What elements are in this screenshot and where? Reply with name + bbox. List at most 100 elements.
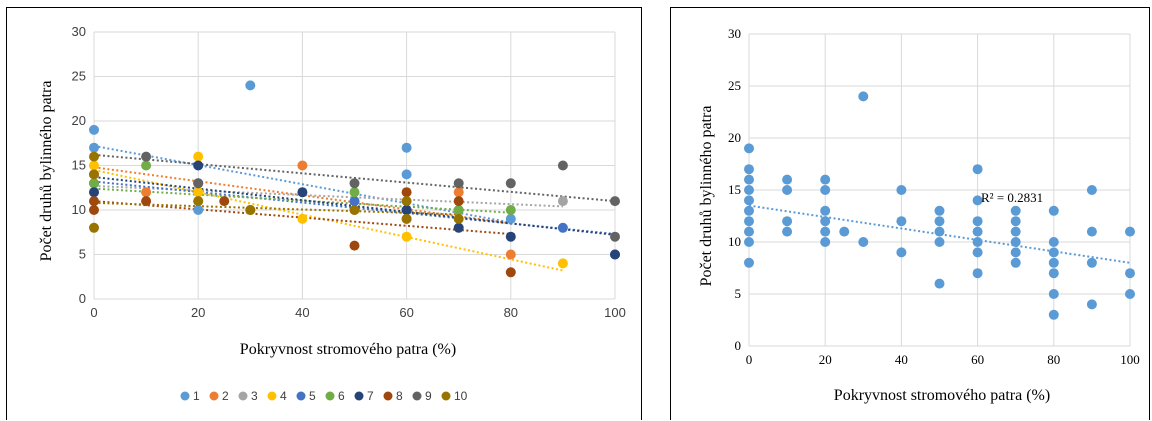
legend-label-1: 1: [193, 389, 200, 403]
data-point-series-4: [297, 213, 308, 224]
data-point-series-6: [349, 187, 360, 198]
data-point-series-10: [349, 205, 360, 215]
data-point-series-all: [972, 247, 983, 258]
data-point-series-2: [505, 249, 516, 260]
data-point-series-10: [89, 151, 99, 162]
y-tick-label: 20: [728, 130, 741, 145]
data-point-series-all: [744, 205, 754, 216]
legend-label-10: 10: [454, 389, 468, 403]
trendline-series-9: [93, 153, 616, 203]
data-point-series-all: [934, 216, 945, 227]
legend-marker-4: [267, 391, 277, 401]
data-point-series-all: [744, 237, 754, 247]
right-x-ticks: 0 20 40 60 80 100: [746, 352, 1140, 367]
data-point-series-all: [782, 216, 793, 227]
data-point-series-9: [610, 196, 620, 207]
data-point-series-2: [297, 160, 308, 171]
data-point-series-all: [934, 278, 945, 289]
legend-marker-3: [238, 391, 248, 401]
data-point-series-10: [193, 196, 204, 207]
right-trendline: [748, 204, 1131, 264]
data-point-series-8: [219, 196, 230, 207]
x-tick-label: 0: [90, 305, 97, 320]
legend-label-3: 3: [251, 389, 258, 403]
data-point-series-all: [744, 216, 754, 227]
data-point-series-6: [505, 205, 516, 215]
x-tick-label: 60: [399, 305, 413, 320]
right-scatter-chart: 0 5 10 15 20 25 30 0 20 40 60 80 100 R² = 0.2831 Po…: [698, 26, 1140, 404]
data-point-series-5: [557, 222, 568, 233]
data-point-series-4: [557, 258, 568, 269]
data-point-series-all: [1086, 226, 1097, 237]
y-tick-label: 20: [72, 113, 86, 128]
data-point-series-7: [610, 249, 620, 260]
legend-marker-2: [209, 391, 219, 401]
data-point-series-4: [193, 151, 204, 162]
data-point-series-4: [401, 231, 412, 242]
data-point-series-7: [505, 231, 516, 242]
trendline-series-3: [93, 184, 563, 208]
data-point-series-all: [896, 247, 907, 258]
legend-label-8: 8: [396, 389, 403, 403]
y-tick-label: 10: [728, 234, 741, 249]
data-point-series-1: [89, 124, 99, 135]
data-point-series-all: [820, 216, 831, 227]
data-point-series-6: [141, 160, 152, 171]
legend-label-7: 7: [367, 389, 374, 403]
data-point-series-all: [1048, 247, 1059, 258]
data-point-series-7: [401, 205, 412, 215]
x-tick-label: 40: [295, 305, 309, 320]
data-point-series-all: [1010, 237, 1021, 247]
right-chart-panel: 0 5 10 15 20 25 30 0 20 40 60 80 100 R² = 0.2831 Po…: [670, 7, 1150, 420]
trendline-series-8: [93, 200, 511, 236]
data-point-series-9: [557, 160, 568, 171]
data-point-series-all: [782, 174, 793, 185]
y-tick-label: 15: [72, 158, 86, 173]
data-point-series-all: [744, 195, 754, 206]
data-point-series-1: [89, 142, 99, 153]
data-point-series-all: [820, 205, 831, 216]
data-point-series-6: [453, 205, 464, 215]
data-point-series-all: [744, 185, 754, 195]
left-x-ticks: 0 20 40 60 80 100: [90, 305, 625, 320]
data-point-series-2: [141, 187, 152, 198]
legend-marker-1: [180, 391, 190, 401]
data-point-series-all: [1086, 299, 1097, 310]
x-tick-label: 80: [1047, 352, 1060, 367]
data-point-series-all: [839, 226, 850, 237]
legend-label-9: 9: [425, 389, 432, 403]
legend-label-4: 4: [280, 389, 287, 403]
data-point-series-all: [1048, 268, 1059, 279]
data-point-series-7: [193, 160, 204, 171]
data-point-series-all: [1125, 268, 1135, 279]
data-point-series-all: [744, 164, 754, 175]
data-point-series-10: [401, 213, 412, 224]
data-point-series-8: [401, 187, 412, 198]
data-point-series-5: [349, 196, 360, 207]
y-tick-label: 10: [72, 202, 86, 217]
data-point-series-all: [896, 185, 907, 195]
legend-marker-9: [412, 391, 422, 401]
data-point-series-all: [934, 205, 945, 216]
x-tick-label: 100: [1120, 352, 1140, 367]
trendline-series-6: [93, 187, 511, 214]
data-point-series-all: [1048, 205, 1059, 216]
x-tick-label: 20: [191, 305, 205, 320]
data-point-series-all: [1010, 205, 1021, 216]
data-point-series-all: [972, 226, 983, 237]
right-x-axis-title: Pokryvnost stromového patra (%): [834, 387, 1050, 404]
data-point-series-10: [401, 196, 412, 207]
data-point-series-7: [89, 187, 99, 198]
data-point-series-all: [820, 185, 831, 195]
data-point-series-all: [934, 226, 945, 237]
data-point-series-1: [505, 213, 516, 224]
left-data-points: [89, 80, 620, 278]
right-y-axis-title: Počet druhů bylinného patra: [698, 106, 715, 287]
data-point-series-all: [744, 226, 754, 237]
data-point-series-8: [89, 205, 99, 215]
data-point-series-8: [349, 240, 360, 251]
left-chart-panel: 0 5 10 15 20 25 30 0 20 40 60 80 100 Pokryvnost str…: [6, 7, 642, 420]
right-gridlines: [748, 33, 1131, 347]
data-point-series-all: [972, 268, 983, 279]
